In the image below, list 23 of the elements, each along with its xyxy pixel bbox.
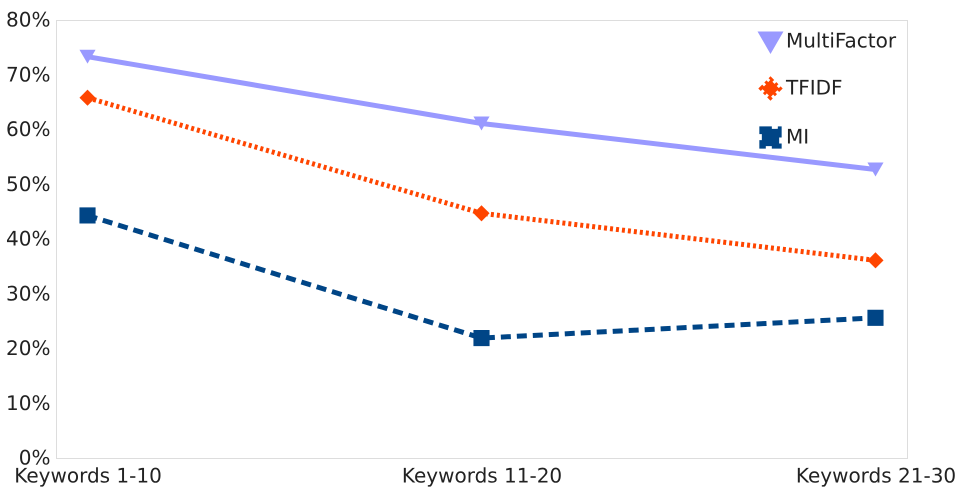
y-tick-label: 10% — [6, 390, 50, 415]
point — [79, 90, 96, 106]
point — [867, 162, 884, 176]
point — [867, 252, 884, 268]
y-tick-label: 80% — [6, 8, 50, 32]
x-tick-label: Keywords 11-20 — [402, 464, 562, 488]
point — [867, 310, 884, 326]
point — [79, 207, 96, 224]
y-tick-label: 20% — [6, 336, 50, 360]
y-tick-label: 60% — [6, 117, 50, 141]
y-tick-label: 30% — [6, 281, 50, 306]
point — [473, 116, 490, 130]
point — [473, 205, 490, 222]
legend-label: MultiFactor — [786, 28, 897, 52]
y-tick-label: 50% — [6, 172, 50, 196]
legend-label: MI — [786, 124, 810, 148]
point — [79, 50, 96, 64]
x-tick-label: Keywords 21-30 — [796, 464, 956, 488]
x-tick-label: Keywords 1-10 — [14, 464, 162, 488]
point — [473, 330, 490, 346]
y-tick-label: 40% — [6, 226, 50, 250]
y-tick-label: 70% — [6, 62, 50, 86]
legend-label: TFIDF — [785, 76, 843, 100]
